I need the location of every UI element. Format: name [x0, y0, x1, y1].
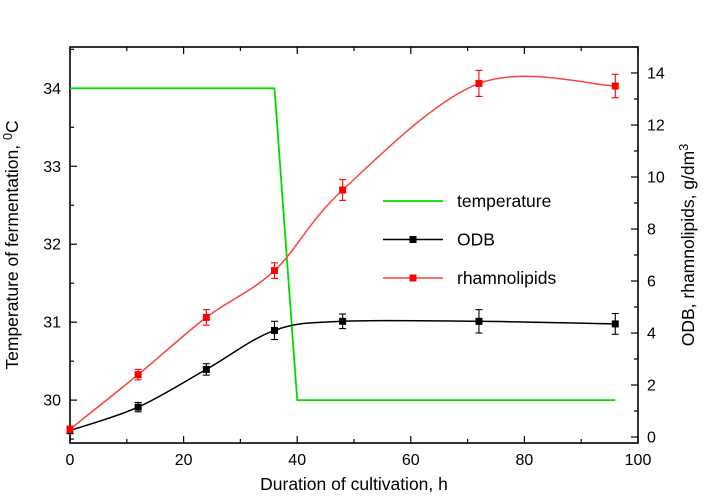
series-line-ODB — [69, 319, 616, 432]
y-left-tick-label: 33 — [43, 159, 61, 176]
series-line-temperature — [70, 87, 616, 401]
marker-ODB — [270, 326, 278, 334]
x-tick-label: 40 — [288, 452, 306, 469]
y-left-tick-label: 31 — [43, 315, 61, 332]
marker-ODB — [475, 317, 483, 325]
x-tick-label: 20 — [175, 452, 193, 469]
marker-rhamnolipids — [339, 186, 347, 194]
plot-frame — [69, 46, 639, 444]
marker-rhamnolipids — [202, 313, 210, 321]
marker-rhamnolipids — [134, 371, 142, 379]
y-right-tick-label: 10 — [647, 170, 665, 187]
marker-rhamnolipids — [611, 82, 619, 90]
marker-rhamnolipids — [475, 79, 483, 87]
y-left-tick-label: 34 — [43, 81, 61, 98]
marker-ODB — [202, 365, 210, 373]
y-right-tick-label: 0 — [647, 430, 656, 447]
legend-label-ODB: ODB — [457, 230, 495, 250]
marker-ODB — [134, 403, 142, 411]
y-right-tick-label: 8 — [647, 222, 656, 239]
series-line-rhamnolipids — [69, 75, 616, 430]
marker-ODB — [339, 317, 347, 325]
marker-rhamnolipids — [270, 267, 278, 275]
y-left-tick-label: 32 — [43, 237, 61, 254]
y-right-tick-label: 2 — [647, 378, 656, 395]
y-right-tick-label: 14 — [647, 66, 665, 83]
y-right-axis-label: ODB, rhamnolipids, g/dm3 — [677, 144, 698, 347]
legend-marker-rhamnolipids — [409, 274, 417, 282]
x-tick-label: 100 — [625, 452, 652, 469]
legend-label-temperature: temperature — [457, 191, 551, 211]
marker-rhamnolipids — [66, 425, 74, 433]
legend-label-rhamnolipids: rhamnolipids — [457, 268, 556, 288]
x-axis-label: Duration of cultivation, h — [260, 474, 448, 494]
legend-marker-ODB — [409, 236, 417, 243]
x-tick-label: 60 — [402, 452, 420, 469]
marker-ODB — [611, 320, 619, 328]
y-right-tick-label: 6 — [647, 274, 656, 291]
y-left-tick-label: 30 — [43, 393, 61, 410]
x-tick-label: 80 — [516, 452, 534, 469]
y-right-tick-label: 12 — [647, 118, 665, 135]
y-left-axis-label: Temperature of fermentation, 0C — [1, 120, 22, 369]
y-right-tick-label: 4 — [647, 326, 656, 343]
x-tick-label: 0 — [66, 452, 75, 469]
